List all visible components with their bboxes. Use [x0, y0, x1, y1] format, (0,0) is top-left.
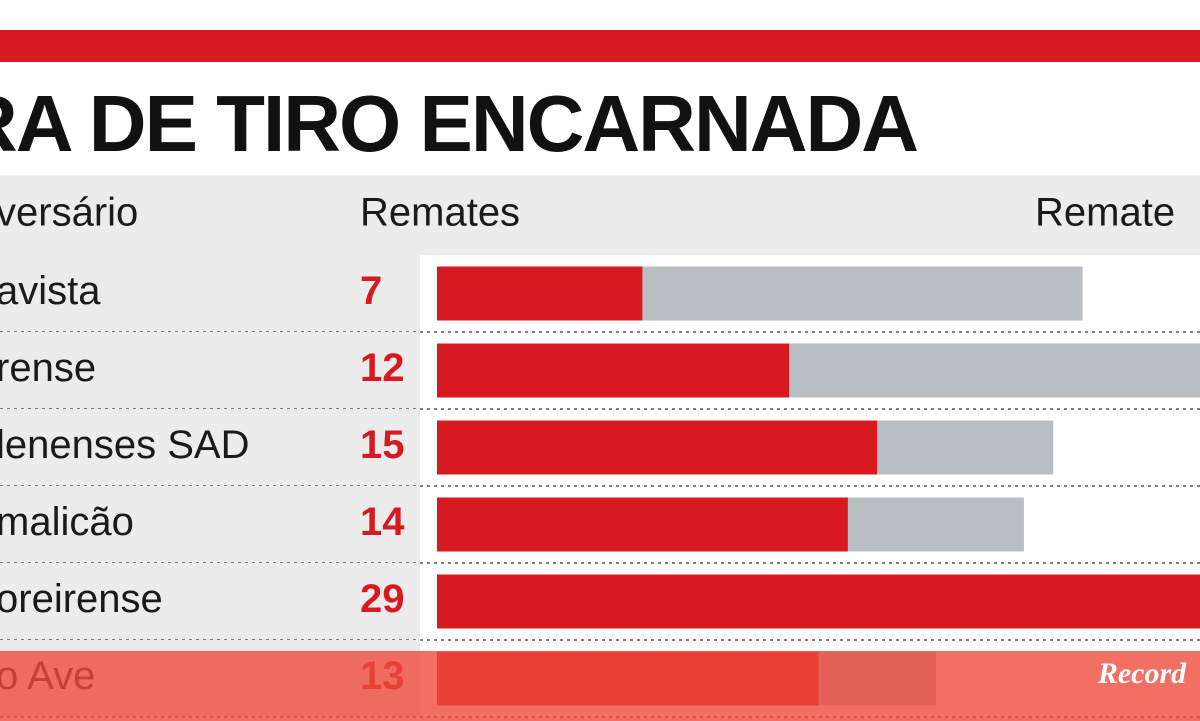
bar: [437, 420, 878, 475]
row-bg: [0, 332, 420, 409]
bar: [437, 343, 790, 398]
chart-title: RA DE TIRO ENCARNADA: [0, 79, 917, 168]
bar: [437, 266, 643, 321]
row-bg: [0, 486, 420, 563]
value-label: 14: [360, 500, 405, 544]
category-label: lenenses SAD: [0, 423, 249, 467]
category-label: rense: [0, 346, 96, 390]
value-label: 15: [360, 423, 405, 467]
category-label: avista: [0, 269, 101, 313]
row-bg: [0, 563, 420, 640]
row-bg: [0, 255, 420, 332]
category-header: versário: [0, 191, 138, 235]
category-label: oreirense: [0, 577, 163, 621]
bar: [437, 574, 1200, 629]
row-bg: [0, 409, 420, 486]
top-band: [0, 30, 1200, 62]
value-label: 29: [360, 577, 405, 621]
value-label: 12: [360, 346, 405, 390]
value-label: 7: [360, 269, 382, 313]
column-header: Remate: [1035, 191, 1175, 235]
header-bg: [0, 175, 1200, 255]
category-label: malicão: [0, 500, 134, 544]
column-header: Remates: [360, 191, 520, 235]
bottom-overlay: [0, 651, 1200, 721]
bar: [437, 497, 848, 552]
logo: Record: [1097, 657, 1187, 690]
